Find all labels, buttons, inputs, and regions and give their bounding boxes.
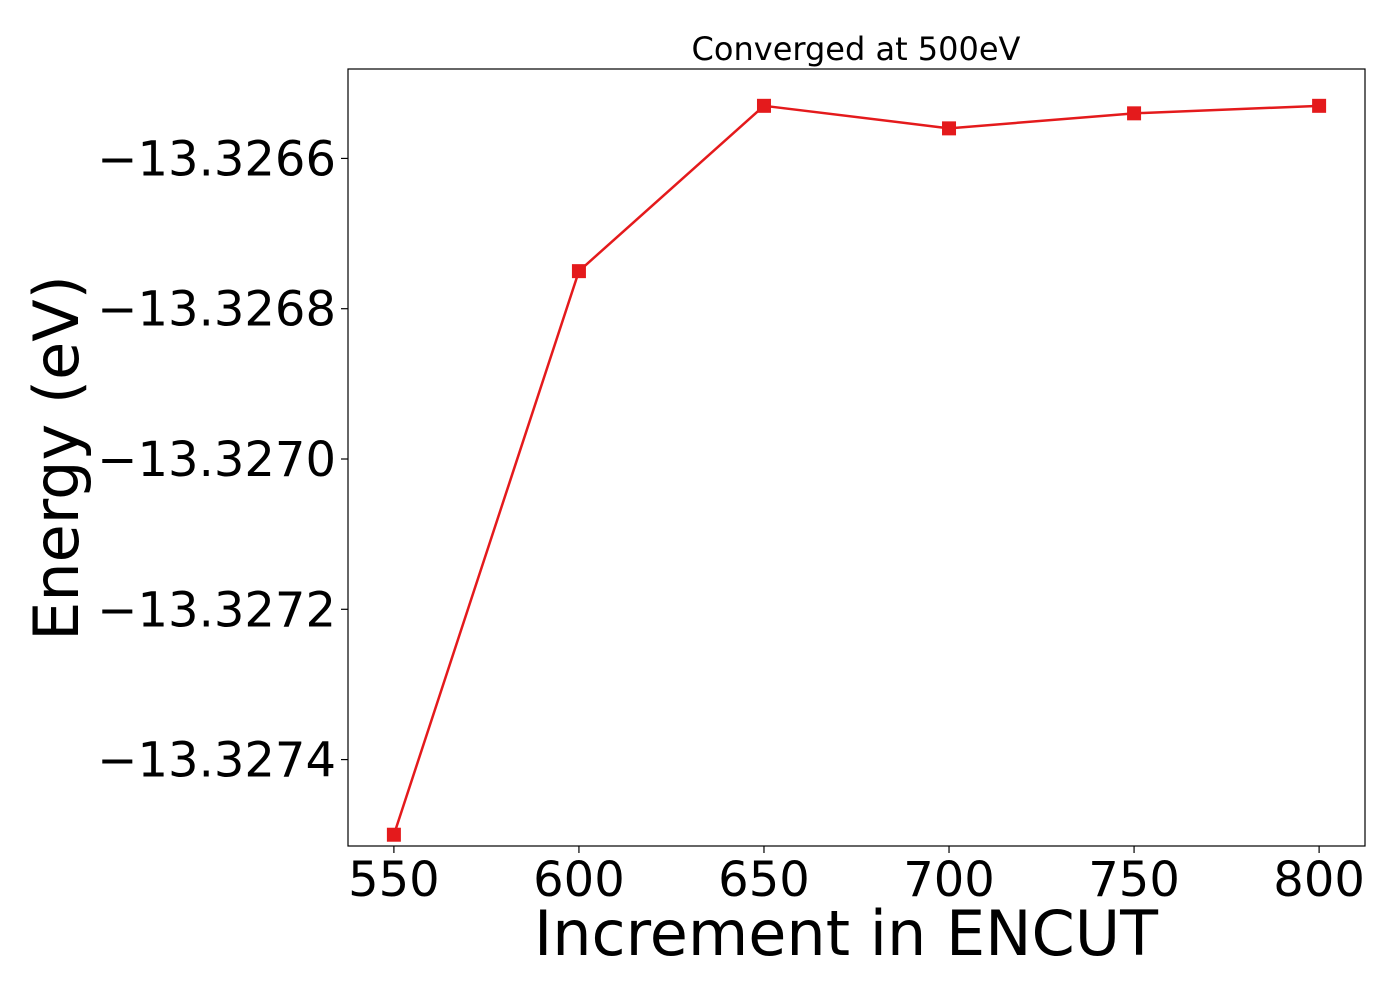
x-tick-label: 600	[533, 852, 625, 908]
data-point-marker	[942, 121, 957, 136]
data-point-marker	[1312, 98, 1327, 113]
y-axis-ticks: −13.3274 −13.3272 −13.3270 −13.3268 −13.3266	[97, 131, 348, 789]
x-tick-label: 550	[348, 852, 440, 908]
x-axis-label: Increment in ENCUT	[534, 897, 1159, 970]
data-point-marker	[571, 264, 586, 279]
x-tick-label: 700	[903, 852, 995, 908]
y-tick-label: −13.3272	[97, 582, 336, 638]
data-point-marker	[756, 98, 771, 113]
y-tick-label: −13.3268	[97, 282, 336, 338]
data-point-marker	[1127, 106, 1142, 121]
y-axis-label: Energy (eV)	[20, 275, 93, 641]
series-layer	[386, 98, 1327, 842]
y-tick-label: −13.3266	[97, 131, 336, 187]
y-tick-label: −13.3274	[97, 733, 336, 789]
y-tick-label: −13.3270	[97, 432, 336, 488]
plot-frame	[347, 68, 1366, 847]
x-tick-label: 650	[718, 852, 810, 908]
chart-title: Converged at 500eV	[692, 30, 1021, 68]
series-line	[392, 104, 1320, 836]
data-point-marker	[386, 827, 401, 842]
x-axis-ticks: 550 600 650 700 750 800	[348, 846, 1365, 908]
x-tick-label: 800	[1273, 852, 1365, 908]
x-tick-label: 750	[1088, 852, 1180, 908]
